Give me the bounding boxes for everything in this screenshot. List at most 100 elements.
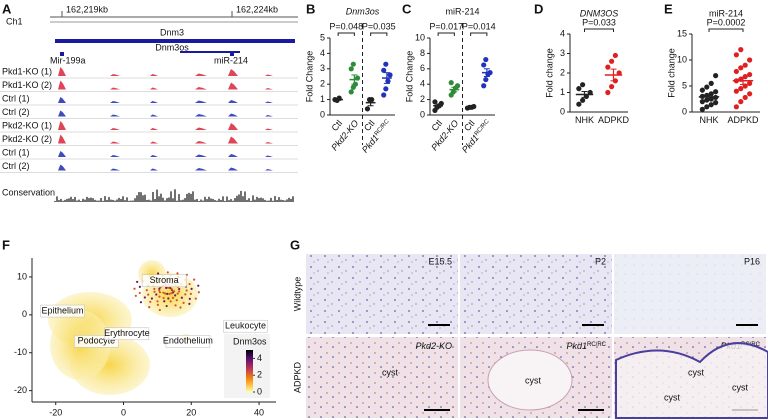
data-point (383, 86, 389, 92)
coverage (50, 97, 298, 103)
cell-dot (155, 293, 158, 296)
x-tick-label: 40 (254, 407, 264, 417)
y-tick-label: 5 (320, 32, 325, 42)
data-point (742, 74, 748, 80)
cell-dot (138, 285, 141, 288)
y-tick-label: 0 (682, 106, 687, 116)
cell-dot (174, 294, 177, 297)
data-point (348, 66, 354, 72)
coord: 162,219kb (66, 4, 108, 14)
data-point (704, 84, 710, 90)
data-point (699, 99, 705, 105)
label-name: NHK (575, 115, 594, 125)
label-sup: RC/RC (374, 118, 391, 137)
y-tick-label: 0 (320, 109, 325, 119)
data-point (708, 102, 714, 108)
cell-dot (143, 296, 146, 299)
y-tick-label: 0 (560, 106, 565, 116)
cluster-box (141, 274, 187, 287)
colorbar-label: Dnm3os (233, 336, 267, 346)
cell-dot (165, 304, 168, 308)
cell-dot (179, 306, 182, 309)
data-point (747, 91, 753, 97)
cyst-label: cyst (732, 382, 749, 392)
cell-dot (193, 278, 196, 281)
cell-dot (158, 308, 161, 312)
data-point (605, 64, 611, 70)
data-point (738, 86, 744, 92)
label-name: ADPKD (727, 115, 759, 125)
y-tick-label: 3 (320, 63, 325, 73)
data-point (481, 62, 487, 68)
data-point (432, 99, 438, 105)
row-label: Wildtype (292, 277, 302, 312)
cell-dot (170, 292, 173, 295)
data-point (738, 65, 744, 71)
panel-letter: F (2, 237, 10, 252)
data-point (481, 83, 487, 89)
cell-dot (184, 293, 187, 296)
y-axis-label: Fold change (666, 48, 676, 98)
micrograph (306, 254, 458, 334)
p-value: P=0.035 (362, 21, 396, 31)
cell-dot (188, 302, 191, 305)
cell-dot (147, 293, 150, 296)
gene-body (55, 39, 295, 43)
y-tick-label: 0 (22, 309, 27, 319)
data-point (747, 80, 753, 86)
cyst-label: cyst (382, 367, 399, 377)
cell-dot (136, 280, 139, 283)
y-tick-label: 1 (320, 94, 325, 104)
data-point (733, 88, 739, 94)
mir-mark (230, 52, 234, 56)
y-axis-label: Fold Change (304, 51, 314, 103)
cell-dot (180, 296, 183, 299)
bracket (437, 32, 455, 36)
cell-dot (171, 296, 175, 300)
data-point (438, 100, 444, 107)
stage-label: P16 (744, 256, 760, 266)
cell-dot (190, 287, 193, 291)
y-axis-label: Fold change (544, 48, 554, 98)
data-point (738, 99, 744, 105)
data-point (699, 87, 705, 93)
y-tick-label: 10 (677, 54, 687, 64)
coverage (50, 67, 298, 76)
micrograph (614, 254, 766, 334)
cell-dot (194, 297, 197, 300)
chrom: Ch1 (6, 16, 23, 26)
p-value: P=0.033 (582, 17, 616, 27)
p-value: P=0.048 (329, 21, 363, 31)
cell-dot (182, 301, 185, 304)
cluster-box (223, 319, 268, 333)
conservation-label: Conservation (2, 187, 55, 197)
track-label: Pkd2-KO (2) (2, 134, 52, 144)
data-point (733, 52, 739, 58)
data-point (713, 73, 719, 79)
cyst-label: cyst (525, 375, 542, 385)
cell-dot (158, 287, 161, 290)
cell-dot (168, 292, 171, 295)
cell-dot (162, 291, 165, 294)
track-label: Ctrl (1) (2, 147, 30, 157)
label: Pkd1RC/RC (566, 341, 606, 351)
cell-dot (175, 299, 178, 302)
cluster-label: Epithelium (41, 305, 83, 315)
chart-title: miR-214 (445, 6, 479, 16)
cell-dot (134, 294, 137, 297)
y-tick-label: 2 (320, 79, 325, 89)
cell-dot (174, 304, 177, 307)
p-value: P=0.0002 (707, 17, 746, 27)
gene: Dnm3 (160, 27, 184, 37)
panel-letter: E (664, 1, 673, 16)
cluster-label: Podocyte (78, 336, 116, 346)
cell-dot (197, 284, 200, 287)
cell-dot (145, 289, 148, 292)
y-tick-label: 1 (560, 87, 565, 97)
cell-dot (185, 289, 188, 292)
bracket (470, 32, 488, 36)
panel-letter: C (402, 1, 412, 16)
y-tick-label: 0 (420, 109, 425, 119)
track-label: Pkd1-KO (2) (2, 80, 52, 90)
